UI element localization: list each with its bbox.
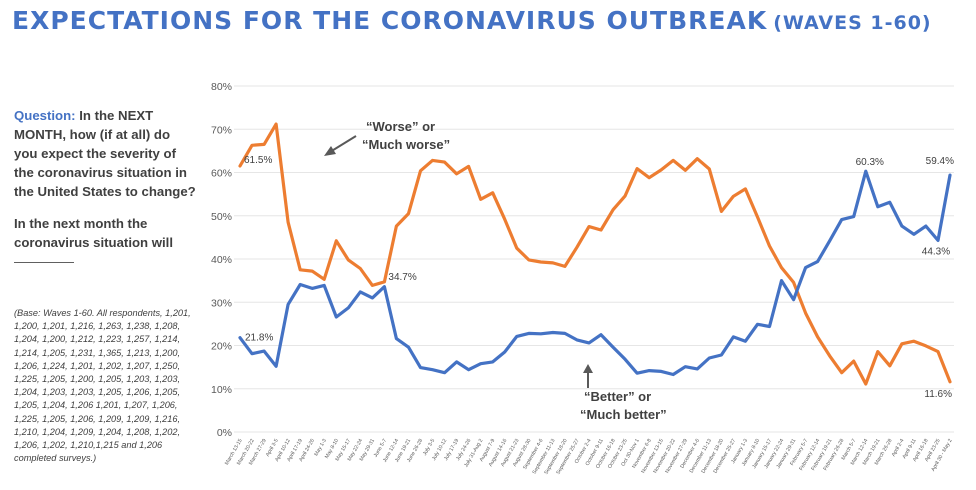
worse-series-line [238, 122, 952, 386]
question-prompt: In the next month the coronavirus situat… [14, 216, 174, 250]
y-tick-label: 0% [217, 427, 232, 439]
y-tick-label: 20% [211, 341, 232, 353]
annotation-worse-line2: “Much worse” [362, 137, 450, 152]
label-worse-last: 11.6% [924, 389, 952, 400]
title-sub: (WAVES 1-60) [773, 12, 932, 34]
question-text: Question: In the NEXT MONTH, how (if at … [14, 106, 196, 201]
y-tick-label: 80% [211, 81, 232, 93]
worse-arrow-head [324, 146, 336, 156]
data-labels: 61.5% 34.7% 11.6% 21.8% 60.3% 44.3% 59.4% [244, 155, 954, 400]
better-series-line [238, 169, 952, 377]
annotation-worse-line1: “Worse” or [366, 119, 435, 134]
label-better-last: 59.4% [926, 156, 954, 167]
y-tick-label: 30% [211, 297, 232, 309]
annotation-better-line1: “Better” or [584, 389, 651, 404]
y-tick-label: 70% [211, 124, 232, 136]
series-lines [238, 122, 952, 386]
question-label: Question: [14, 108, 76, 123]
chart-title: EXPECTATIONS FOR THE CORONAVIRUS OUTBREA… [12, 6, 932, 35]
y-tick-label: 40% [211, 254, 232, 266]
y-tick-label: 10% [211, 384, 232, 396]
annotation-better-line2: “Much better” [580, 407, 667, 422]
question-body: In the NEXT MONTH, how (if at all) do yo… [14, 108, 196, 199]
label-worse-first: 61.5% [244, 155, 272, 166]
gridlines [234, 85, 954, 433]
label-better-low: 44.3% [922, 246, 950, 257]
label-better-peak: 60.3% [856, 157, 884, 168]
title-main: EXPECTATIONS FOR THE CORONAVIRUS OUTBREA… [12, 6, 768, 35]
answer-blank [14, 262, 74, 263]
better-arrow-head [583, 364, 593, 373]
y-tick-label: 50% [211, 211, 232, 223]
y-axis-ticks: 0% 10% 20% 30% 40% 50% 60% 70% 80% [211, 81, 232, 439]
worse-arrow-line [329, 135, 357, 153]
label-better-first: 21.8% [245, 333, 273, 344]
base-note: (Base: Waves 1-60. All respondents, 1,20… [14, 308, 191, 464]
y-tick-label: 60% [211, 168, 232, 180]
label-worse-mid: 34.7% [388, 272, 416, 283]
annotations: “Worse” or “Much worse” “Better” or “Muc… [324, 119, 667, 422]
